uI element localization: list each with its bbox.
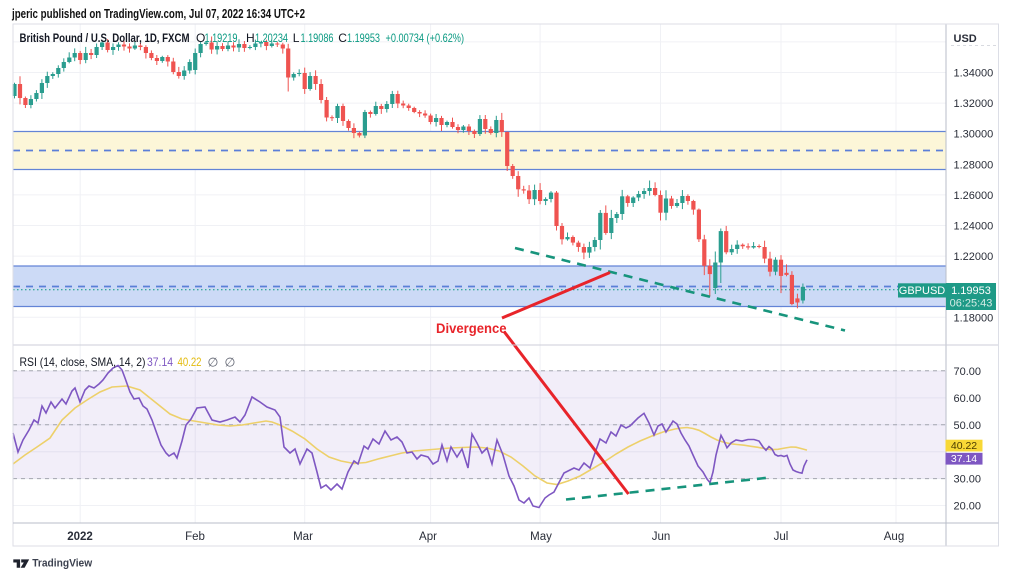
svg-text:1.19953: 1.19953 <box>951 285 991 297</box>
svg-text:50.00: 50.00 <box>954 420 982 432</box>
svg-text:Feb: Feb <box>185 531 205 543</box>
svg-text:1.19953: 1.19953 <box>347 31 380 45</box>
svg-text:Jun: Jun <box>652 531 671 543</box>
svg-text:British Pound / U.S. Dollar, 1: British Pound / U.S. Dollar, 1D, FXCM <box>20 31 190 45</box>
svg-text:L: L <box>293 31 300 45</box>
svg-text:Jul: Jul <box>774 531 789 543</box>
svg-text:06:25:43: 06:25:43 <box>950 298 993 310</box>
svg-text:TradingView: TradingView <box>32 558 93 570</box>
svg-text:2022: 2022 <box>67 531 93 543</box>
svg-text:Mar: Mar <box>293 531 313 543</box>
svg-text:H: H <box>246 31 255 45</box>
svg-text:∅: ∅ <box>225 356 236 370</box>
svg-text:40.22: 40.22 <box>178 355 202 369</box>
svg-text:1.32000: 1.32000 <box>954 98 994 110</box>
svg-text:USD: USD <box>954 33 977 45</box>
svg-text:O: O <box>196 31 205 45</box>
svg-text:70.00: 70.00 <box>954 366 982 378</box>
svg-text:20.00: 20.00 <box>954 501 982 513</box>
svg-text:1.22000: 1.22000 <box>954 251 994 263</box>
svg-text:1.30000: 1.30000 <box>954 129 994 141</box>
svg-text:1.18000: 1.18000 <box>954 312 994 324</box>
svg-text:Divergence: Divergence <box>436 321 507 336</box>
svg-text:C: C <box>338 31 347 45</box>
svg-text:1.19219: 1.19219 <box>205 31 238 45</box>
svg-text:May: May <box>530 531 552 543</box>
svg-text:Aug: Aug <box>884 531 904 543</box>
svg-text:1.24000: 1.24000 <box>954 221 994 233</box>
svg-text:Apr: Apr <box>419 531 437 543</box>
svg-text:60.00: 60.00 <box>954 393 982 405</box>
svg-text:+0.00734 (+0.62%): +0.00734 (+0.62%) <box>386 31 465 45</box>
svg-text:RSI (14, close, SMA, 14, 2): RSI (14, close, SMA, 14, 2) <box>20 355 146 369</box>
svg-text:jperic published on TradingVie: jperic published on TradingView.com, Jul… <box>11 7 305 21</box>
svg-text:1.28000: 1.28000 <box>954 159 994 171</box>
svg-text:1.34000: 1.34000 <box>954 68 994 80</box>
svg-text:1.19086: 1.19086 <box>301 31 334 45</box>
svg-text:37.14: 37.14 <box>147 355 173 369</box>
svg-text:∅: ∅ <box>208 356 219 370</box>
svg-text:1.26000: 1.26000 <box>954 190 994 202</box>
svg-text:37.14: 37.14 <box>951 453 977 465</box>
svg-text:1.20234: 1.20234 <box>255 31 288 45</box>
svg-text:40.22: 40.22 <box>951 440 977 452</box>
svg-text:GBPUSD: GBPUSD <box>899 285 946 297</box>
svg-text:30.00: 30.00 <box>954 474 982 486</box>
